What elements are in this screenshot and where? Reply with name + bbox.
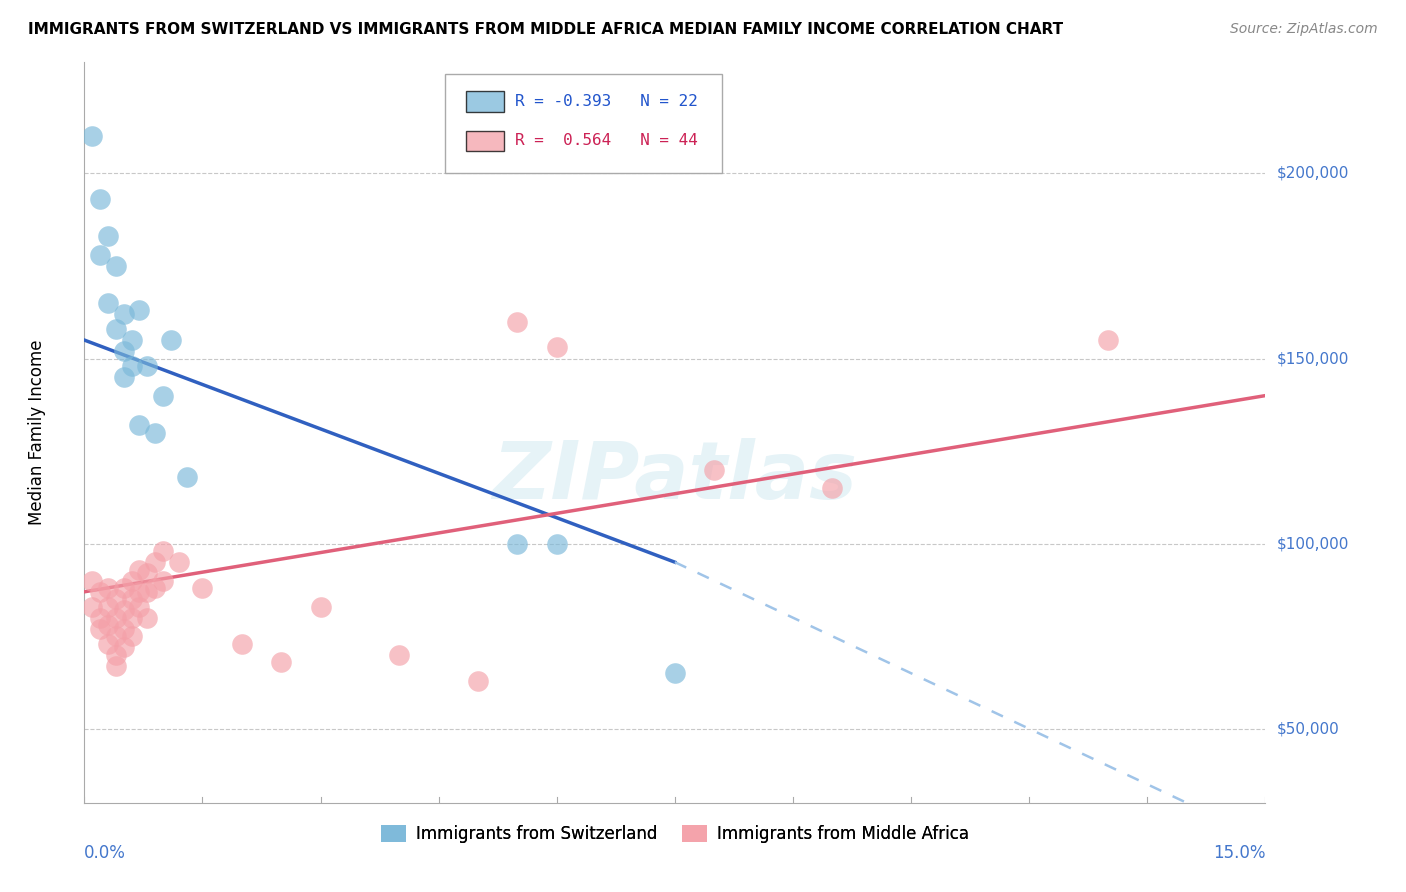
Point xyxy=(89,248,111,262)
Point xyxy=(136,359,159,373)
Point xyxy=(121,629,143,643)
Text: R = -0.393   N = 22: R = -0.393 N = 22 xyxy=(516,95,699,109)
Point xyxy=(506,314,529,328)
Point xyxy=(546,536,568,550)
Point xyxy=(703,462,725,476)
Point xyxy=(97,637,120,651)
Point xyxy=(112,581,135,595)
Point xyxy=(121,592,143,607)
FancyBboxPatch shape xyxy=(465,91,503,112)
Point xyxy=(82,599,104,614)
Point xyxy=(89,193,111,207)
FancyBboxPatch shape xyxy=(465,130,503,152)
Text: $100,000: $100,000 xyxy=(1277,536,1348,551)
Point xyxy=(104,629,127,643)
Point xyxy=(112,622,135,636)
FancyBboxPatch shape xyxy=(444,73,723,173)
Text: Median Family Income: Median Family Income xyxy=(28,340,46,525)
Point xyxy=(97,229,120,244)
Point xyxy=(546,341,568,355)
Point xyxy=(97,581,120,595)
Point xyxy=(97,618,120,632)
Point xyxy=(89,622,111,636)
Point xyxy=(104,610,127,624)
Point xyxy=(89,584,111,599)
Point xyxy=(121,574,143,588)
Point xyxy=(97,296,120,310)
Text: 0.0%: 0.0% xyxy=(84,844,127,862)
Point xyxy=(152,389,174,403)
Point xyxy=(121,333,143,347)
Point xyxy=(309,599,332,614)
Point xyxy=(152,544,174,558)
Point xyxy=(121,359,143,373)
Point xyxy=(112,640,135,655)
Point xyxy=(167,555,190,569)
Point xyxy=(112,603,135,617)
Point xyxy=(270,655,292,669)
Point xyxy=(821,481,844,495)
Point xyxy=(467,673,489,688)
Point xyxy=(136,610,159,624)
Point xyxy=(104,322,127,336)
Text: ZIPatlas: ZIPatlas xyxy=(492,438,858,516)
Text: $150,000: $150,000 xyxy=(1277,351,1348,366)
Text: IMMIGRANTS FROM SWITZERLAND VS IMMIGRANTS FROM MIDDLE AFRICA MEDIAN FAMILY INCOM: IMMIGRANTS FROM SWITZERLAND VS IMMIGRANT… xyxy=(28,22,1063,37)
Point xyxy=(506,536,529,550)
Point xyxy=(112,307,135,321)
Point xyxy=(104,259,127,273)
Text: $50,000: $50,000 xyxy=(1277,722,1340,736)
Point xyxy=(152,574,174,588)
Point xyxy=(231,637,253,651)
Point xyxy=(104,658,127,673)
Point xyxy=(1097,333,1119,347)
Point xyxy=(191,581,214,595)
Point xyxy=(143,555,166,569)
Point xyxy=(112,370,135,384)
Text: R =  0.564   N = 44: R = 0.564 N = 44 xyxy=(516,134,699,148)
Point xyxy=(82,574,104,588)
Point xyxy=(664,666,686,681)
Point xyxy=(89,610,111,624)
Point xyxy=(136,584,159,599)
Text: 15.0%: 15.0% xyxy=(1213,844,1265,862)
Point xyxy=(143,425,166,440)
Point xyxy=(112,344,135,359)
Point xyxy=(128,563,150,577)
Point xyxy=(128,418,150,433)
Point xyxy=(176,470,198,484)
Text: Source: ZipAtlas.com: Source: ZipAtlas.com xyxy=(1230,22,1378,37)
Legend: Immigrants from Switzerland, Immigrants from Middle Africa: Immigrants from Switzerland, Immigrants … xyxy=(374,819,976,850)
Point xyxy=(128,303,150,318)
Point xyxy=(160,333,183,347)
Point xyxy=(82,129,104,144)
Point xyxy=(128,584,150,599)
Point xyxy=(121,610,143,624)
Text: $200,000: $200,000 xyxy=(1277,166,1348,181)
Point xyxy=(128,599,150,614)
Point xyxy=(136,566,159,581)
Point xyxy=(388,648,411,662)
Point xyxy=(143,581,166,595)
Point xyxy=(104,648,127,662)
Point xyxy=(97,599,120,614)
Point xyxy=(104,592,127,607)
